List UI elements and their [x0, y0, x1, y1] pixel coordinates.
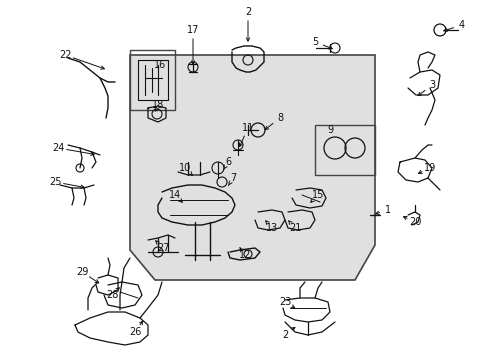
- Text: 3: 3: [428, 80, 434, 90]
- Text: 28: 28: [105, 290, 118, 300]
- Text: 6: 6: [224, 157, 231, 167]
- Text: 14: 14: [168, 190, 181, 200]
- Text: 17: 17: [186, 25, 199, 35]
- Text: 11: 11: [242, 123, 254, 133]
- Text: 20: 20: [408, 217, 420, 227]
- Text: 18: 18: [152, 100, 164, 110]
- Text: 19: 19: [423, 163, 435, 173]
- Text: 23: 23: [278, 297, 290, 307]
- Text: 5: 5: [311, 37, 318, 47]
- Text: 22: 22: [59, 50, 71, 60]
- Text: 27: 27: [157, 243, 169, 253]
- Text: 12: 12: [238, 250, 251, 260]
- Text: 21: 21: [288, 223, 301, 233]
- Text: 2: 2: [244, 7, 251, 17]
- Bar: [130, 50, 175, 110]
- Text: 15: 15: [311, 190, 324, 200]
- Bar: [314, 125, 374, 175]
- Text: 29: 29: [76, 267, 88, 277]
- Text: 8: 8: [276, 113, 283, 123]
- Text: 2: 2: [281, 330, 287, 340]
- Text: 9: 9: [326, 125, 332, 135]
- Text: 4: 4: [458, 20, 464, 30]
- Text: 7: 7: [229, 173, 236, 183]
- Text: 25: 25: [49, 177, 61, 187]
- Text: 1: 1: [384, 205, 390, 215]
- Text: 24: 24: [52, 143, 64, 153]
- Polygon shape: [130, 55, 374, 280]
- Text: 10: 10: [179, 163, 191, 173]
- Text: 16: 16: [154, 60, 166, 70]
- Text: 26: 26: [128, 327, 141, 337]
- Text: 13: 13: [265, 223, 278, 233]
